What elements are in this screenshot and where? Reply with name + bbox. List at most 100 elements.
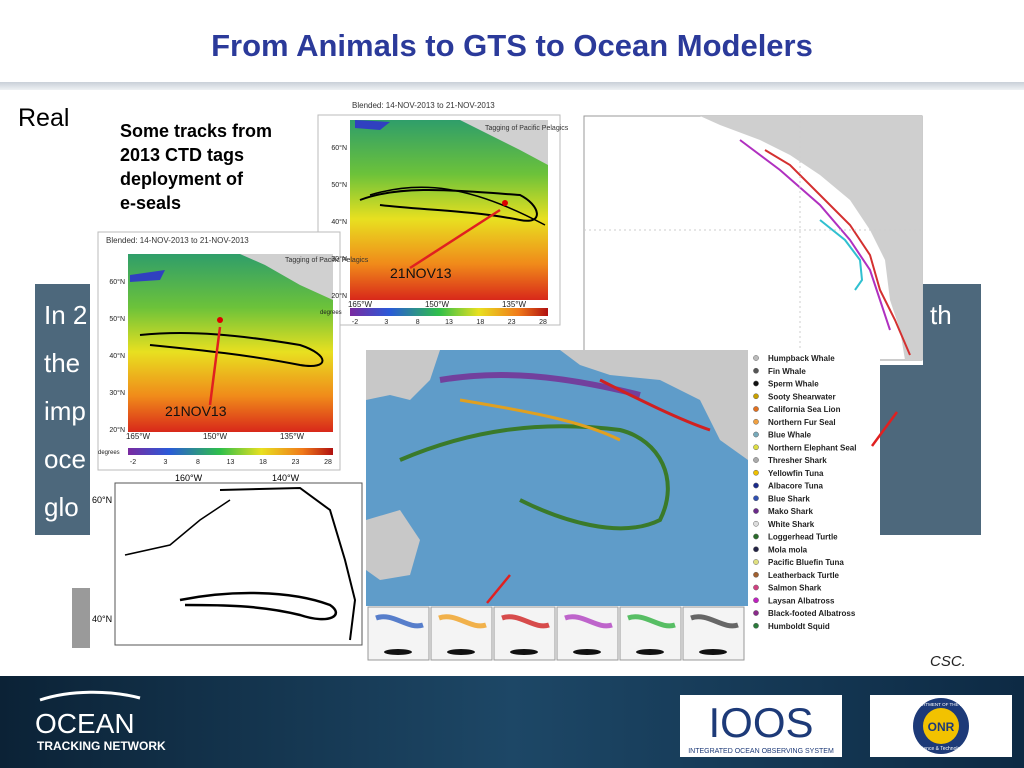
arrow — [870, 411, 899, 447]
legend-label: White Shark — [768, 520, 815, 529]
legend-swatch — [753, 546, 759, 553]
axis-label: 60°N — [92, 495, 112, 505]
legend-label: Thresher Shark — [768, 456, 827, 465]
logo-text: Science & Technology — [916, 746, 966, 752]
unit-label: degrees — [98, 450, 120, 456]
map-label: Tagging of Pacific Pelagics — [285, 257, 369, 264]
map-label: Tagging of Pacific Pelagics — [485, 125, 569, 132]
colorbar-label: 23 — [508, 319, 516, 326]
legend-label: Mola mola — [768, 545, 808, 554]
unit-label: degrees — [320, 310, 342, 316]
thumbnail-track — [564, 614, 613, 629]
colorbar-label: 13 — [227, 459, 235, 466]
legend-swatch — [753, 393, 759, 400]
axis-label: 40°N — [331, 218, 347, 226]
legend-label: Sperm Whale — [768, 380, 819, 389]
legend-swatch — [753, 559, 759, 565]
legend-label: Black-footed Albatross — [768, 609, 856, 618]
logo-text: INTEGRATED OCEAN OBSERVING SYSTEM — [688, 748, 834, 755]
axis-label: 150°W — [425, 300, 450, 309]
text-fragment: glo — [44, 492, 79, 522]
text-fragment: imp — [44, 396, 86, 426]
axis-label: 40°N — [109, 352, 125, 360]
legend-swatch — [753, 622, 759, 629]
legend-swatch — [753, 482, 759, 489]
axis-label: 150°W — [203, 432, 228, 441]
thumbnail-animal — [573, 649, 601, 655]
legend-swatch — [753, 444, 759, 451]
colorbar-label: 13 — [445, 319, 453, 326]
axis-label: 135°W — [502, 300, 527, 309]
legend-label: Humboldt Squid — [768, 622, 830, 631]
map-label: Blended: 14-NOV-2013 to 21-NOV-2013 — [352, 101, 495, 110]
thumbnail-animal — [636, 649, 664, 655]
colorbar-label: 28 — [324, 459, 332, 466]
map-label: Blended: 14-NOV-2013 to 21-NOV-2013 — [106, 236, 249, 245]
axis-label: 50°N — [109, 315, 125, 323]
credit: CSC. — [930, 653, 966, 670]
colorbar-label: -2 — [352, 319, 358, 326]
legend-label: Mako Shark — [768, 507, 813, 516]
header-rule — [0, 82, 1024, 90]
axis-label: 50°N — [331, 181, 347, 189]
legend-label: Laysan Albatross — [768, 596, 835, 605]
legend-swatch — [753, 584, 759, 591]
legend-label: Loggerhead Turtle — [768, 533, 838, 542]
axis-label: 40°N — [92, 614, 112, 624]
legend-label: Salmon Shark — [768, 584, 822, 593]
logo-wave — [39, 690, 141, 702]
thumbnail-track — [375, 614, 424, 629]
axis-label: 30°N — [331, 255, 347, 263]
axis-label: 20°N — [331, 292, 347, 300]
axis-label: 165°W — [348, 300, 373, 309]
legend — [748, 350, 880, 638]
logo-text: OCEAN — [35, 708, 135, 739]
axis-label: 30°N — [109, 389, 125, 397]
onr-seal — [923, 708, 959, 744]
text-fragment: In 2 — [44, 300, 87, 330]
caption-line: deployment of — [120, 169, 244, 189]
colorbar-label: 3 — [164, 459, 168, 466]
legend-swatch — [753, 495, 759, 502]
thumbnail-track — [627, 614, 676, 629]
pacific-map — [366, 350, 748, 606]
thumbnail-track — [438, 614, 487, 629]
legend-label: Northern Elephant Seal — [768, 443, 856, 452]
logo-text: TRACKING NETWORK — [37, 739, 166, 753]
legend-swatch — [753, 571, 759, 578]
coast-map — [583, 115, 923, 361]
colorbar-label: 3 — [384, 319, 388, 326]
colorbar-label: 8 — [196, 459, 200, 466]
colorbar-label: 8 — [416, 319, 420, 326]
axis-label: 60°N — [331, 144, 347, 152]
legend-label: Northern Fur Seal — [768, 418, 836, 427]
text-fragment: the — [44, 348, 80, 378]
legend-swatch — [753, 418, 759, 425]
body-text: Real — [18, 104, 69, 132]
ioos-logo — [680, 695, 842, 757]
axis-label: 60°N — [109, 278, 125, 286]
axis-label: 135°W — [280, 432, 305, 441]
legend-label: California Sea Lion — [768, 405, 841, 414]
caption-line: Some tracks from — [120, 121, 272, 141]
logo-text: DEPARTMENT OF THE NAVY — [910, 702, 971, 707]
colorbar-label: 18 — [476, 319, 484, 326]
text-fragment: oce — [44, 444, 86, 474]
legend-swatch — [753, 457, 759, 463]
thumbnail-animal — [447, 649, 475, 655]
footer — [0, 676, 1024, 768]
ctd-map: Tagging of Pacific Pelagics 21NOV13 — [317, 114, 569, 326]
legend-swatch — [753, 610, 759, 616]
colorbar-label: 18 — [259, 459, 267, 466]
ctd-map: Blended: 14-NOV-2013 to 21-NOV-2013 Tagg… — [97, 231, 369, 471]
legend-label: Blue Whale — [768, 431, 812, 440]
legend-label: Blue Shark — [768, 494, 810, 503]
legend-label: Leatherback Turtle — [768, 571, 840, 580]
thumbnail-track — [501, 614, 550, 629]
thumbnail-track — [690, 614, 739, 629]
legend-swatch — [753, 406, 759, 412]
colorbar-label: 23 — [292, 459, 300, 466]
colorbar-label: -2 — [130, 459, 136, 466]
